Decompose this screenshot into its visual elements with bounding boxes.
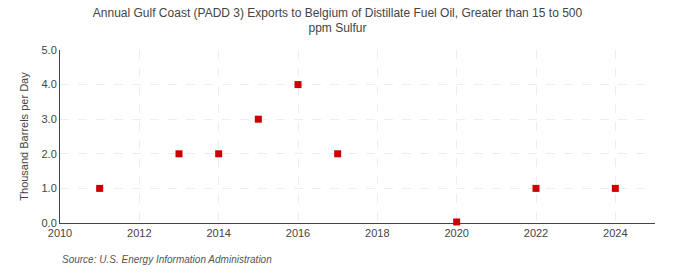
svg-text:Annual Gulf Coast (PADD 3) Exp: Annual Gulf Coast (PADD 3) Exports to Be… <box>93 6 583 36</box>
svg-text:1.0: 1.0 <box>42 182 57 194</box>
svg-text:2010: 2010 <box>48 227 72 239</box>
svg-text:2016: 2016 <box>286 227 310 239</box>
svg-text:2022: 2022 <box>524 227 548 239</box>
svg-text:2024: 2024 <box>603 227 627 239</box>
svg-text:2012: 2012 <box>127 227 151 239</box>
svg-text:3.0: 3.0 <box>42 113 57 125</box>
svg-text:2020: 2020 <box>444 227 468 239</box>
svg-text:2.0: 2.0 <box>42 148 57 160</box>
svg-text:Source: U.S. Energy Informatio: Source: U.S. Energy Information Administ… <box>62 254 272 265</box>
svg-text:2014: 2014 <box>206 227 230 239</box>
svg-text:Thousand Barrels per Day: Thousand Barrels per Day <box>18 72 30 201</box>
svg-text:0.0: 0.0 <box>42 217 57 229</box>
svg-text:5.0: 5.0 <box>42 44 57 56</box>
svg-text:2018: 2018 <box>365 227 389 239</box>
svg-text:4.0: 4.0 <box>42 78 57 90</box>
